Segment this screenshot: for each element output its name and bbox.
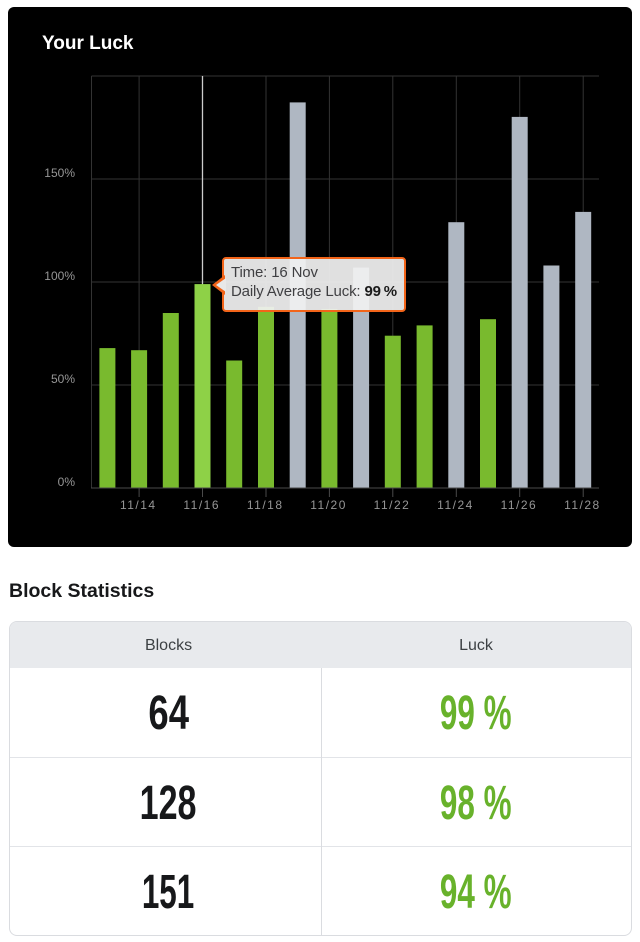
svg-text:11/18: 11/18 bbox=[247, 498, 284, 512]
svg-text:50%: 50% bbox=[51, 372, 75, 386]
svg-text:100%: 100% bbox=[44, 269, 75, 283]
svg-text:11/16: 11/16 bbox=[183, 498, 220, 512]
svg-text:11/28: 11/28 bbox=[564, 498, 601, 512]
svg-text:11/14: 11/14 bbox=[120, 498, 157, 512]
svg-text:150%: 150% bbox=[44, 166, 75, 180]
svg-text:11/22: 11/22 bbox=[374, 498, 411, 512]
svg-text:0%: 0% bbox=[58, 475, 76, 489]
svg-text:11/20: 11/20 bbox=[310, 498, 347, 512]
svg-text:11/24: 11/24 bbox=[437, 498, 474, 512]
svg-text:11/26: 11/26 bbox=[501, 498, 538, 512]
